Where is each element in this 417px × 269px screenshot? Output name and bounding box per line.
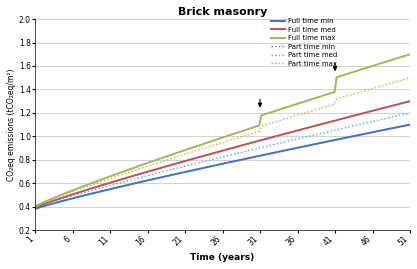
Part time max: [33, 205, 38, 208]
Full time max: [376, 63, 381, 66]
Full time med: [102, 183, 107, 186]
Line: Part time max: Part time max: [35, 78, 410, 207]
Line: Part time min: Part time min: [35, 125, 410, 209]
Full time med: [48, 200, 53, 204]
Full time max: [48, 198, 53, 201]
Full time med: [33, 206, 38, 210]
Full time min: [132, 182, 137, 185]
Full time max: [132, 166, 137, 169]
Part time max: [389, 82, 394, 85]
Full time min: [389, 127, 394, 130]
Full time max: [389, 58, 394, 62]
Part time med: [33, 206, 38, 210]
Full time max: [102, 177, 107, 180]
Y-axis label: CO₂eq emissions (tCO₂eq/m²): CO₂eq emissions (tCO₂eq/m²): [7, 68, 16, 181]
Full time min: [33, 207, 38, 211]
Full time min: [407, 123, 412, 126]
Full time med: [376, 108, 381, 111]
Part time max: [376, 85, 381, 89]
Legend: Full time min, Full time med, Full time max, Part time min, Part time med, Part : Full time min, Full time med, Full time …: [271, 18, 337, 66]
Part time min: [376, 129, 381, 133]
Full time med: [132, 174, 137, 177]
Full time min: [48, 203, 53, 206]
Part time min: [102, 189, 107, 192]
Full time max: [55, 195, 60, 198]
Part time max: [48, 199, 53, 202]
Part time med: [407, 111, 412, 115]
Part time med: [389, 116, 394, 119]
Part time min: [48, 203, 53, 206]
Line: Full time max: Full time max: [35, 54, 410, 207]
Part time med: [102, 185, 107, 189]
Full time med: [407, 100, 412, 103]
Line: Full time med: Full time med: [35, 101, 410, 208]
Part time med: [48, 201, 53, 204]
Full time min: [55, 201, 60, 204]
Part time max: [102, 179, 107, 182]
Part time min: [33, 207, 38, 211]
Part time max: [132, 169, 137, 172]
Full time min: [102, 189, 107, 192]
Part time min: [389, 127, 394, 130]
Part time min: [132, 182, 137, 185]
Line: Full time min: Full time min: [35, 125, 410, 209]
Full time min: [376, 129, 381, 133]
Title: Brick masonry: Brick masonry: [178, 7, 267, 17]
X-axis label: Time (years): Time (years): [191, 253, 255, 262]
Part time min: [407, 123, 412, 126]
Part time max: [407, 76, 412, 79]
Full time max: [407, 53, 412, 56]
Full time max: [33, 205, 38, 208]
Part time med: [376, 119, 381, 122]
Part time med: [55, 199, 60, 202]
Part time min: [55, 201, 60, 204]
Full time med: [55, 198, 60, 201]
Line: Part time med: Part time med: [35, 113, 410, 208]
Part time max: [55, 196, 60, 199]
Part time med: [132, 177, 137, 180]
Full time med: [389, 104, 394, 108]
